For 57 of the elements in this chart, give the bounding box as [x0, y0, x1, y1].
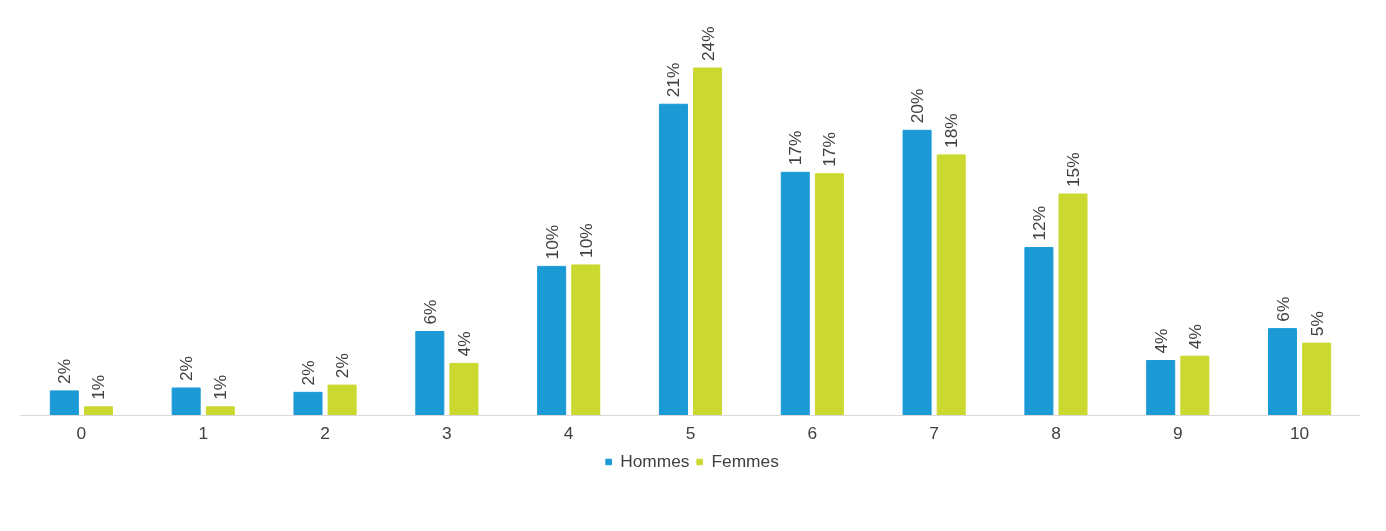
data-label: 10%	[575, 223, 596, 258]
bar	[449, 362, 479, 416]
data-label: 2%	[176, 356, 197, 382]
x-tick-label: 10	[1289, 422, 1310, 443]
data-label: 2%	[332, 353, 353, 379]
bar	[1180, 355, 1210, 416]
bar	[537, 265, 567, 416]
x-tick-label: 8	[1051, 422, 1061, 443]
bar	[658, 103, 688, 416]
data-label: 17%	[785, 130, 806, 166]
data-label: 20%	[907, 88, 928, 124]
data-label: 15%	[1063, 152, 1084, 188]
data-label: 2%	[297, 360, 318, 386]
bar	[83, 406, 113, 416]
bar	[327, 384, 357, 416]
bar	[1302, 342, 1332, 416]
bar	[205, 406, 235, 416]
data-label: 18%	[941, 113, 962, 148]
legend-label: Hommes	[620, 450, 690, 472]
bar	[814, 173, 844, 416]
x-tick-label: 6	[807, 422, 818, 443]
data-label: 4%	[453, 331, 474, 357]
x-tick-label: 0	[76, 422, 87, 443]
bar	[936, 154, 966, 416]
bar	[1058, 193, 1088, 416]
bar	[780, 171, 810, 416]
bar	[49, 390, 79, 416]
data-label: 6%	[1272, 296, 1293, 322]
x-tick-label: 1	[198, 422, 209, 443]
data-label: 4%	[1184, 324, 1205, 350]
data-label: 17%	[819, 132, 840, 167]
data-label: 6%	[419, 299, 440, 325]
bar	[293, 391, 323, 416]
data-label: 5%	[1306, 311, 1327, 337]
data-label: 21%	[663, 62, 684, 98]
data-label: 12%	[1028, 205, 1049, 241]
bar	[1024, 247, 1054, 416]
bar	[171, 387, 201, 416]
x-tick-label: 3	[442, 422, 452, 443]
legend-label: Femmes	[711, 450, 779, 472]
data-label: 24%	[697, 26, 718, 62]
x-tick-label: 9	[1172, 422, 1183, 443]
data-label: 10%	[541, 224, 562, 260]
x-tick-label: 2	[320, 422, 330, 443]
bar	[693, 67, 723, 416]
x-tick-label: 4	[563, 422, 574, 443]
data-label: 1%	[88, 374, 109, 400]
x-tick-label: 7	[929, 422, 939, 443]
data-label: 2%	[54, 358, 75, 384]
data-label: 4%	[1150, 328, 1171, 354]
bar	[902, 129, 932, 416]
data-label: 1%	[210, 374, 231, 400]
bar	[571, 264, 601, 416]
bar	[1268, 328, 1298, 416]
bar	[1146, 359, 1176, 416]
bar	[415, 331, 445, 416]
x-tick-label: 5	[685, 422, 696, 443]
